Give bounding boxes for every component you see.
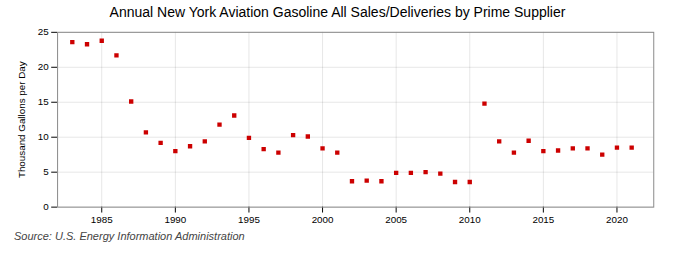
svg-text:2000: 2000 xyxy=(312,214,334,225)
svg-text:10: 10 xyxy=(38,131,49,142)
svg-text:2015: 2015 xyxy=(532,214,554,225)
svg-text:5: 5 xyxy=(43,166,49,177)
html-text:Annual New York Aviation Gasol: Annual New York Aviation Gasoline All Sa… xyxy=(109,4,566,20)
svg-text:1995: 1995 xyxy=(238,214,260,225)
svg-text:15: 15 xyxy=(38,96,49,107)
svg-text:2020: 2020 xyxy=(606,214,628,225)
svg-text:1990: 1990 xyxy=(164,214,186,225)
html-text:Source: U.S. Energy Informatio: Source: U.S. Energy Information Administ… xyxy=(14,230,245,243)
svg-text:2005: 2005 xyxy=(385,214,407,225)
svg-text:Thousand Gallons per Day: Thousand Gallons per Day xyxy=(16,61,27,178)
svg-text:25: 25 xyxy=(38,26,49,37)
svg-text:2010: 2010 xyxy=(459,214,481,225)
svg-text:0: 0 xyxy=(43,201,49,212)
svg-text:20: 20 xyxy=(38,61,49,72)
svg-text:1985: 1985 xyxy=(91,214,113,225)
